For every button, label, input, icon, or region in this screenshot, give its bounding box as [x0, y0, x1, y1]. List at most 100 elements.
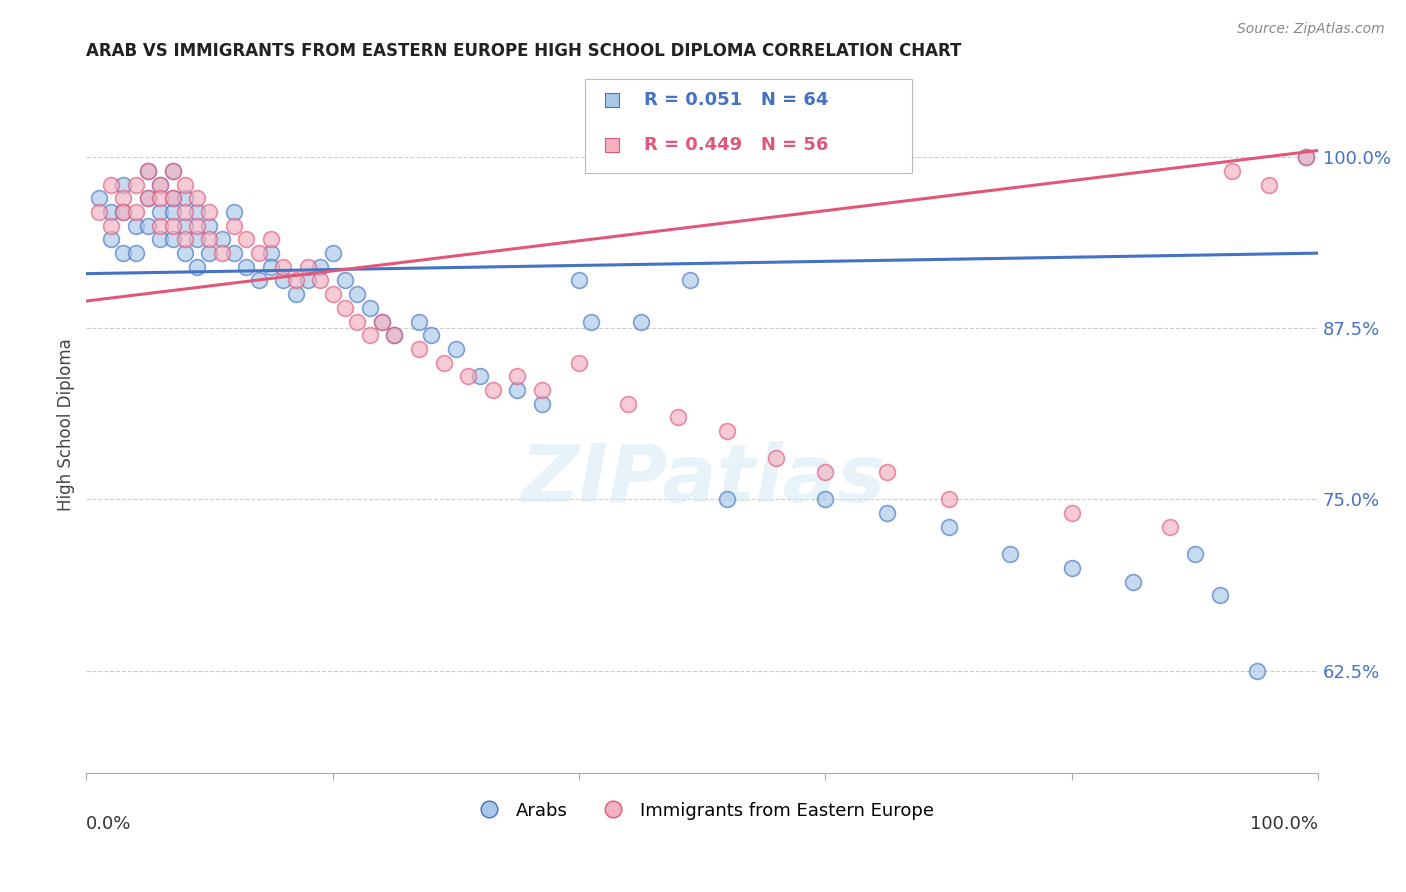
Point	[382, 328, 405, 343]
Point	[273, 260, 295, 274]
Point	[457, 369, 479, 384]
Point	[581, 314, 603, 328]
Point	[211, 232, 233, 246]
Point	[224, 246, 246, 260]
Point	[309, 260, 332, 274]
Point	[149, 232, 172, 246]
Point	[1060, 561, 1083, 575]
Point	[481, 383, 503, 397]
Point	[173, 246, 195, 260]
Point	[173, 191, 195, 205]
Point	[297, 260, 319, 274]
Point	[186, 260, 208, 274]
Point	[568, 356, 591, 370]
Point	[87, 205, 110, 219]
Point	[765, 451, 787, 466]
Point	[1184, 547, 1206, 561]
Point	[679, 273, 702, 287]
Point	[211, 246, 233, 260]
Point	[420, 328, 443, 343]
Point	[346, 287, 368, 301]
Point	[247, 246, 270, 260]
Point	[162, 219, 184, 233]
Point	[149, 178, 172, 192]
Point	[273, 273, 295, 287]
Point	[998, 547, 1021, 561]
Point	[136, 164, 159, 178]
Point	[600, 198, 623, 212]
Point	[136, 164, 159, 178]
Point	[938, 520, 960, 534]
Point	[408, 342, 430, 356]
Point	[162, 191, 184, 205]
Point	[136, 191, 159, 205]
FancyBboxPatch shape	[585, 78, 911, 173]
Point	[408, 314, 430, 328]
Point	[186, 191, 208, 205]
Point	[1246, 664, 1268, 678]
Point	[716, 424, 738, 438]
Point	[444, 342, 467, 356]
Point	[506, 369, 529, 384]
Point	[162, 164, 184, 178]
Point	[198, 246, 221, 260]
Text: 100.0%: 100.0%	[1250, 815, 1319, 833]
Point	[432, 356, 454, 370]
Point	[186, 219, 208, 233]
Point	[814, 492, 837, 507]
Point	[173, 219, 195, 233]
Point	[235, 232, 257, 246]
Point	[149, 191, 172, 205]
Point	[100, 205, 122, 219]
Point	[359, 301, 381, 315]
Point	[531, 397, 554, 411]
Point	[224, 205, 246, 219]
Point	[284, 273, 307, 287]
Point	[876, 465, 898, 479]
Point	[162, 191, 184, 205]
Point	[1208, 588, 1230, 602]
Point	[100, 219, 122, 233]
Point	[112, 191, 135, 205]
Point	[247, 273, 270, 287]
Point	[198, 205, 221, 219]
Point	[371, 314, 394, 328]
Point	[100, 232, 122, 246]
Point	[876, 506, 898, 520]
Point	[100, 178, 122, 192]
Point	[235, 260, 257, 274]
Point	[333, 273, 356, 287]
Point	[162, 164, 184, 178]
Point	[124, 178, 146, 192]
Point	[470, 369, 492, 384]
Point	[124, 205, 146, 219]
Point	[531, 383, 554, 397]
Text: R = 0.449   N = 56: R = 0.449 N = 56	[644, 136, 828, 154]
Point	[284, 287, 307, 301]
Text: ZIPatlas: ZIPatlas	[520, 441, 884, 519]
Point	[173, 205, 195, 219]
Point	[814, 465, 837, 479]
Point	[136, 191, 159, 205]
Point	[149, 219, 172, 233]
Point	[124, 246, 146, 260]
Point	[568, 273, 591, 287]
Point	[173, 232, 195, 246]
Point	[112, 178, 135, 192]
Point	[322, 246, 344, 260]
Point	[112, 205, 135, 219]
Text: R = 0.051   N = 64: R = 0.051 N = 64	[644, 91, 828, 109]
Point	[162, 232, 184, 246]
Point	[322, 287, 344, 301]
Point	[1295, 150, 1317, 164]
Point	[198, 219, 221, 233]
Point	[382, 328, 405, 343]
Point	[136, 219, 159, 233]
Point	[198, 232, 221, 246]
Point	[359, 328, 381, 343]
Point	[617, 397, 640, 411]
Point	[87, 191, 110, 205]
Point	[149, 178, 172, 192]
Point	[1060, 506, 1083, 520]
Text: 0.0%: 0.0%	[86, 815, 132, 833]
